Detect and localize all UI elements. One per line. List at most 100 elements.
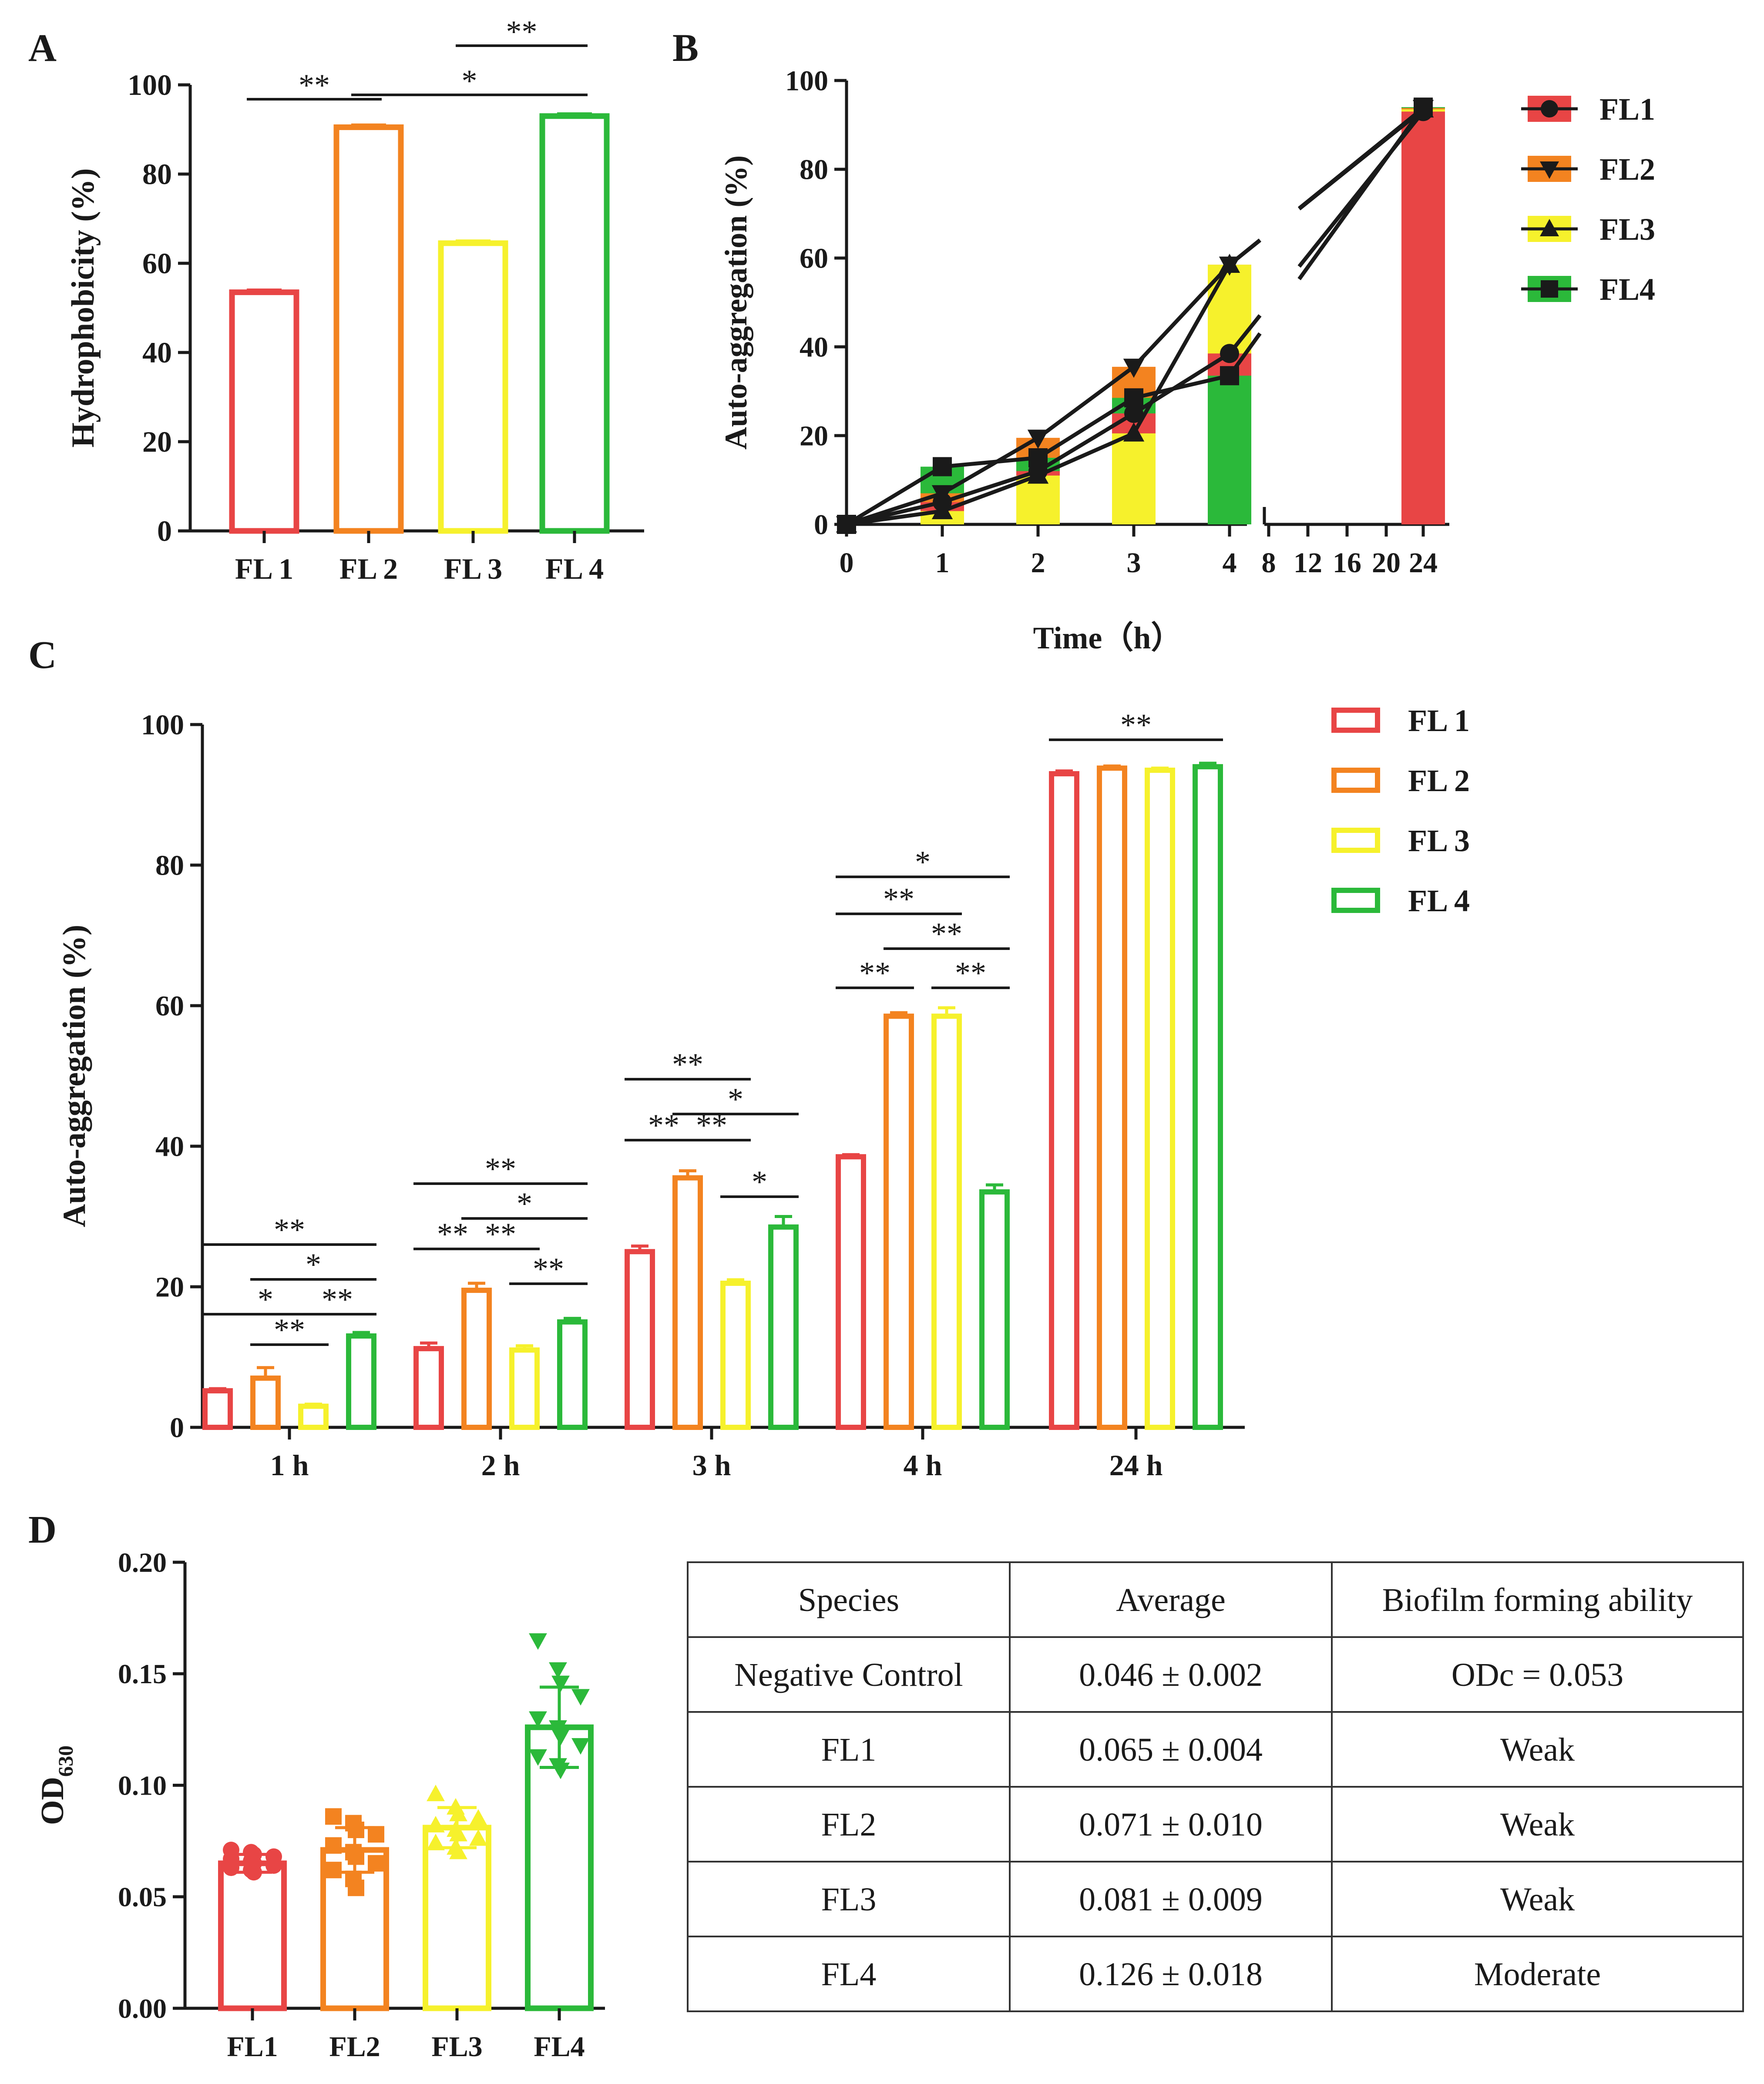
c-significance-label: *	[728, 1082, 743, 1117]
c-bar-fl1-2h	[413, 1346, 444, 1430]
c-significance-label: **	[648, 1108, 679, 1143]
b-legend-marker-fl3	[1540, 219, 1559, 236]
d-data-point-fl1	[245, 1864, 262, 1881]
a-x-tick-label: FL 2	[339, 552, 398, 585]
panel-a-hydrophobicity-chart: 0 20 40 60 80 100 Hydrophobicity (%) FL 1 FL 2 FL…	[65, 14, 644, 585]
b-x-tick-label: 12	[1294, 547, 1322, 579]
d-bar-fl1	[218, 1860, 287, 2011]
c-significance-label: **	[322, 1282, 353, 1317]
c-bar-fl4-3h	[768, 1224, 799, 1430]
c-significance-label: *	[915, 845, 931, 879]
table-cell: Weak	[1500, 1881, 1575, 1918]
b-legend-marker-fl2	[1540, 161, 1559, 179]
c-x-tick-label: 2 h	[481, 1449, 520, 1482]
table-cell: Weak	[1500, 1806, 1575, 1843]
c-y-tick-label: 20	[155, 1271, 184, 1303]
a-y-tick-label: 100	[128, 68, 172, 101]
b-x-tick-label: 20	[1372, 547, 1401, 579]
d-data-point-fl1	[265, 1857, 282, 1874]
d-data-point-fl4	[551, 1675, 570, 1692]
c-significance-label: **	[955, 956, 986, 990]
b-legend-marker-fl4	[1541, 280, 1558, 298]
c-significance-label: **	[274, 1312, 305, 1347]
b-x-tick-label: 3	[1127, 547, 1141, 579]
c-significance-label: **	[859, 956, 890, 990]
c-y-tick-label: 80	[155, 849, 184, 881]
c-legend-label-fl4: FL 4	[1408, 883, 1470, 918]
b-bar-fl1-24h	[1401, 111, 1445, 524]
c-bar-fl3-4h	[931, 1013, 962, 1430]
table-cell: FL1	[821, 1732, 877, 1768]
c-significance-label: *	[752, 1164, 767, 1199]
b-point-fl4	[933, 457, 952, 477]
a-significance-label: **	[299, 68, 330, 103]
table-cell: 0.065 ± 0.004	[1079, 1732, 1263, 1768]
a-y-tick-label: 60	[142, 247, 172, 280]
d-data-point-fl2	[368, 1826, 384, 1843]
b-x-tick-label: 16	[1333, 547, 1361, 579]
table-cell: FL2	[821, 1806, 877, 1843]
c-legend-swatch-fl1	[1331, 708, 1380, 733]
c-bar-fl3-1h	[298, 1403, 329, 1430]
c-bar-fl4-2h	[557, 1319, 588, 1430]
panel-label-a: A	[28, 27, 57, 70]
c-significance-label: **	[931, 916, 962, 951]
panel-d-biofilm-od-chart: 0.00 0.05 0.10 0.15 0.20 OD630 FL1 FL2 FL3 FL4	[35, 1547, 605, 2063]
d-data-point-fl3	[427, 1816, 445, 1832]
b-y-tick-label: 80	[800, 154, 828, 185]
d-data-point-fl4	[529, 1711, 547, 1728]
table-cell: 0.126 ± 0.018	[1079, 1956, 1263, 1993]
b-point-fl3	[1219, 254, 1240, 273]
c-significance-label: *	[258, 1282, 273, 1317]
c-bar-fl1-24h	[1049, 771, 1079, 1430]
a-y-tick-label: 20	[142, 425, 172, 458]
c-bar-fl1-1h	[202, 1388, 233, 1430]
c-legend-label-fl1: FL 1	[1408, 703, 1470, 738]
c-bar-fl3-24h	[1145, 767, 1175, 1430]
b-point-fl2	[1123, 359, 1145, 378]
c-bar-fl2-3h	[672, 1175, 703, 1430]
panel-c-auto-aggregation-bars: 0 20 40 60 80 100 Auto-aggregation (%) 1 h 2 h 3 …	[57, 703, 1470, 1482]
d-y-axis-label: OD630	[35, 1745, 77, 1825]
d-data-point-fl4	[549, 1662, 567, 1679]
table-cell: 0.081 ± 0.009	[1079, 1881, 1263, 1918]
b-point-fl4	[1414, 97, 1433, 117]
d-data-point-fl3	[469, 1809, 487, 1826]
d-y-axis-label-main: OD	[35, 1777, 71, 1825]
b-y-tick-label: 20	[800, 420, 828, 452]
d-data-point-fl2	[368, 1855, 384, 1872]
b-point-fl4	[837, 515, 856, 534]
c-bar-fl4-4h	[979, 1189, 1010, 1430]
a-bar-fl3	[438, 240, 508, 534]
panel-label-b: B	[672, 27, 699, 70]
d-x-tick-label: FL2	[329, 2031, 380, 2063]
c-y-tick-label: 40	[155, 1131, 184, 1162]
a-bar-fl1	[229, 289, 299, 534]
d-y-tick-label: 0.05	[118, 1882, 167, 1913]
d-data-point-fl2	[325, 1808, 342, 1825]
table-header-cell: Average	[1116, 1582, 1226, 1618]
b-x-tick-label: 8	[1262, 547, 1276, 579]
b-x-tick-label: 4	[1223, 547, 1237, 579]
b-x-tick-label: 2	[1031, 547, 1045, 579]
c-x-tick-label: 24 h	[1109, 1449, 1163, 1482]
b-point-fl4	[1124, 388, 1143, 408]
table-header-cell: Biofilm forming ability	[1382, 1582, 1693, 1618]
b-y-tick-label: 40	[800, 331, 828, 363]
c-bar-fl2-24h	[1097, 765, 1127, 1430]
c-significance-label: *	[306, 1247, 321, 1282]
c-legend-label-fl3: FL 3	[1408, 823, 1470, 858]
b-point-fl4	[1220, 366, 1239, 386]
a-significance-label: **	[506, 14, 538, 49]
c-significance-label: **	[1120, 708, 1152, 742]
d-data-point-fl2	[348, 1879, 364, 1896]
c-significance-label: **	[672, 1047, 703, 1082]
c-x-tick-label: 3 h	[692, 1449, 731, 1482]
c-bar-fl1-4h	[836, 1154, 866, 1430]
d-data-point-fl2	[348, 1822, 364, 1838]
b-x-tick-label: 24	[1409, 547, 1438, 579]
c-legend-swatch-fl2	[1331, 768, 1380, 793]
d-y-tick-label: 0.15	[118, 1658, 167, 1689]
